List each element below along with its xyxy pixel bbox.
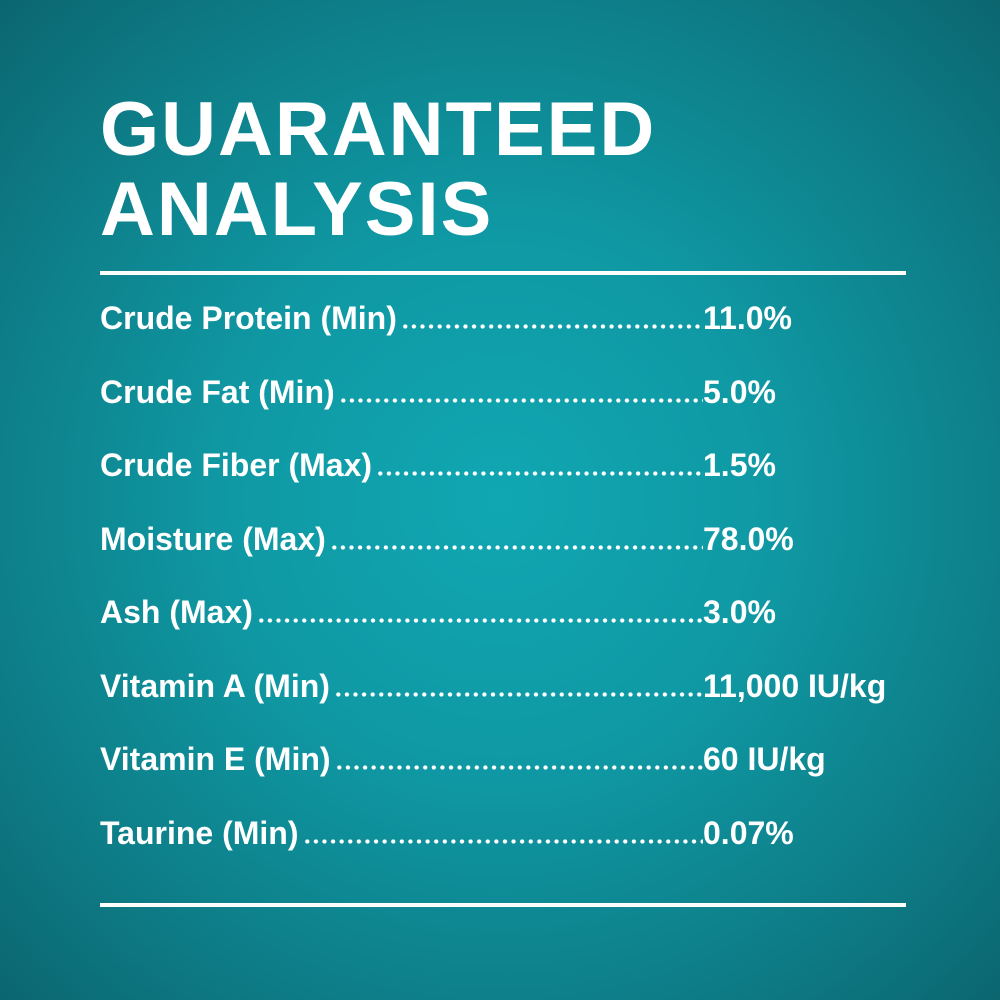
table-row: Taurine (Min) 0.07% [100,815,920,889]
table-row: Crude Fiber (Max) 1.5% [100,447,920,521]
dot-leader [302,838,703,844]
nutrient-value: 0.07% [703,814,794,851]
dot-leader [329,544,703,550]
table-row: Crude Fat (Min) 5.0% [100,374,920,448]
nutrient-label: Crude Protein (Min) [100,300,397,336]
nutrient-value: 60 IU/kg [703,741,826,777]
nutrient-label: Moisture (Max) [100,520,326,557]
dot-leader [338,397,703,403]
label-cell: Crude Fiber (Max) [100,447,703,484]
label-cell: Vitamin E (Min) [100,741,703,778]
nutrient-value: 1.5% [703,447,776,483]
title-line: GUARANTEED [100,87,657,172]
table-row: Ash (Max) 3.0% [100,594,920,668]
label-cell: Crude Protein (Min) [100,300,703,337]
nutrient-value: 78.0% [703,520,794,557]
nutrient-value: 3.0% [703,594,776,630]
table-row: Vitamin A (Min) 11,000 IU/kg [100,668,920,742]
divider [100,271,906,275]
dot-leader [376,471,703,476]
nutrient-value: 5.0% [703,373,776,410]
dot-leader [333,691,703,697]
nutrient-label: Taurine (Min) [100,814,299,851]
nutrient-label: Vitamin A (Min) [100,667,330,704]
nutrient-label: Crude Fiber (Max) [100,447,373,483]
dot-leader [256,618,703,623]
dot-leader [400,324,703,329]
dot-leader [334,765,703,770]
nutrient-value: 11,000 IU/kg [703,667,887,704]
label-cell: Crude Fat (Min) [100,374,703,411]
nutrient-value: 11.0% [703,300,792,336]
label-cell: Taurine (Min) [100,815,703,852]
nutrient-label: Vitamin E (Min) [100,741,331,777]
table-row: Moisture (Max) 78.0% [100,521,920,595]
nutrient-label: Crude Fat (Min) [100,373,335,410]
analysis-table: Crude Protein (Min) 11.0% Crude Fat (Min) 5… [100,300,920,888]
label-cell: Ash (Max) [100,594,703,631]
nutrient-label: Ash (Max) [100,594,253,630]
divider [100,903,906,907]
table-row: Vitamin E (Min) 60 IU/kg [100,741,920,815]
table-row: Crude Protein (Min) 11.0% [100,300,920,374]
label-cell: Vitamin A (Min) [100,668,703,705]
label-cell: Moisture (Max) [100,521,703,558]
title-line: ANALYSIS [100,167,494,252]
